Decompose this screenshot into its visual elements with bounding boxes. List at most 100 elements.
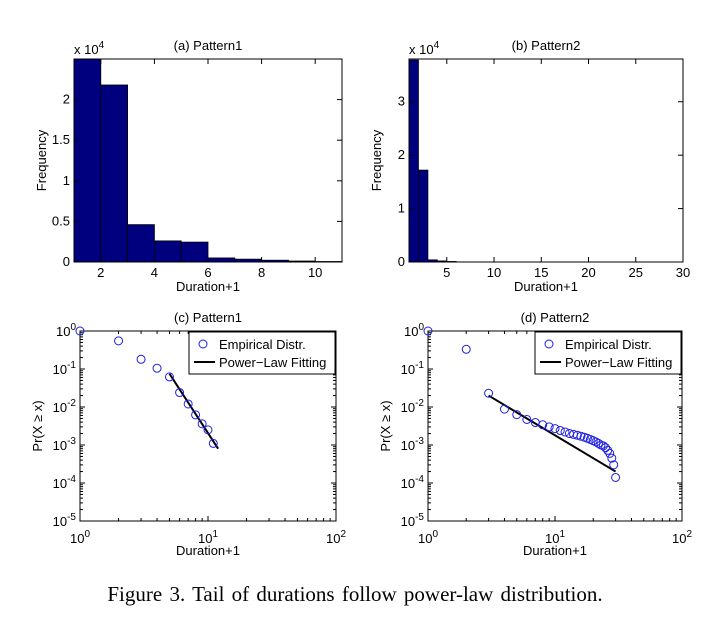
figure-caption: Figure 3. Tail of durations follow power… xyxy=(107,582,603,606)
bar xyxy=(207,257,236,263)
legend-entry: Empirical Distr. xyxy=(565,337,652,352)
data-point xyxy=(484,388,494,398)
y-tick-label: 10-5 xyxy=(53,512,77,529)
y-tick-label: 10-2 xyxy=(53,398,77,415)
bar xyxy=(418,169,429,263)
data-point xyxy=(114,336,124,346)
data-point xyxy=(512,410,522,420)
y-tick-label: 0.5 xyxy=(52,213,70,228)
data-point xyxy=(601,443,611,453)
data-point xyxy=(572,430,582,440)
y-tick-label: 0 xyxy=(398,254,405,269)
bar xyxy=(127,224,155,263)
data-point xyxy=(461,344,471,354)
y-tick-label: 10-1 xyxy=(53,360,77,377)
y-tick-label: 10-3 xyxy=(53,436,77,453)
x-axis-label: Duration+1 xyxy=(523,543,587,558)
y-tick-label: 1 xyxy=(398,201,405,216)
data-point xyxy=(203,425,213,435)
y-tick-label: 10-5 xyxy=(401,512,425,529)
x-tick-label: 4 xyxy=(151,265,158,280)
y-multiplier: x 104 xyxy=(409,40,440,57)
axes-frame xyxy=(408,58,684,263)
subplot-2: 5 10 15 20 25 30 0 1 2 3 x 104 (b) Pattern2 Duration… xyxy=(369,38,690,294)
data-point xyxy=(499,404,509,414)
legend-marker xyxy=(544,339,554,349)
x-tick-label: 100 xyxy=(418,529,438,546)
x-tick-label: 10 xyxy=(487,265,501,280)
x-tick-label: 101 xyxy=(198,529,218,546)
bar xyxy=(153,240,182,263)
legend-entry: Power−Law Fitting xyxy=(219,355,326,370)
subplot-title: (b) Pattern2 xyxy=(512,38,581,53)
x-tick-label: 15 xyxy=(534,265,548,280)
x-tick-label: 30 xyxy=(676,265,690,280)
y-tick-label: 10-1 xyxy=(401,360,425,377)
data-point xyxy=(152,363,162,373)
data-point xyxy=(560,427,570,437)
y-axis-label: Frequency xyxy=(34,129,49,191)
x-tick-label: 6 xyxy=(204,265,211,280)
x-tick-label: 101 xyxy=(545,529,565,546)
data-point xyxy=(550,424,560,434)
x-tick-label: 20 xyxy=(581,265,595,280)
data-point xyxy=(191,410,201,420)
data-point xyxy=(593,438,603,448)
data-point xyxy=(197,419,207,429)
x-tick-label: 5 xyxy=(443,265,450,280)
x-tick-label: 25 xyxy=(629,265,643,280)
data-point xyxy=(555,426,565,436)
y-axis-label: Pr(X ≥ x) xyxy=(378,400,393,451)
y-tick-label: 10-3 xyxy=(401,436,425,453)
subplot-3: 100 101 102 100 10-1 10-2 10-3 10-4 10-5 Empirica… xyxy=(30,310,346,558)
x-tick-label: 102 xyxy=(672,529,692,546)
subplot-title: (a) Pattern1 xyxy=(174,38,243,53)
x-tick-label: 100 xyxy=(70,529,90,546)
y-tick-label: 0 xyxy=(63,254,70,269)
bar xyxy=(100,84,129,263)
legend: Empirical Distr. Power−Law Fitting xyxy=(534,331,682,375)
y-tick-label: 2 xyxy=(63,92,70,107)
subplot-title: (c) Pattern1 xyxy=(174,310,242,325)
data-point xyxy=(611,472,621,482)
data-point xyxy=(538,420,548,430)
x-tick-label: 2 xyxy=(97,265,104,280)
x-axis-label: Duration+1 xyxy=(176,543,240,558)
x-axis-label: Duration+1 xyxy=(514,279,578,294)
subplot-4: 100 101 102 100 10-1 10-2 10-3 10-4 10-5 Empirica… xyxy=(378,310,692,558)
bar xyxy=(73,58,102,263)
bar xyxy=(180,241,209,263)
data-point xyxy=(522,414,532,424)
data-point xyxy=(544,422,554,432)
x-tick-label: 8 xyxy=(258,265,265,280)
y-tick-label: 100 xyxy=(56,322,76,339)
y-tick-label: 1 xyxy=(63,173,70,188)
data-point xyxy=(208,438,218,448)
subplot-1: 2 4 6 8 10 0 0.5 1 1.5 2 x 104 (a) Pattern1 Duration… xyxy=(34,38,343,294)
y-tick-label: 1.5 xyxy=(52,132,70,147)
legend-box xyxy=(534,331,682,375)
data-point xyxy=(423,326,433,336)
y-tick-label: 100 xyxy=(404,322,424,339)
data-point xyxy=(175,388,185,398)
y-axis-label: Pr(X ≥ x) xyxy=(30,400,45,451)
data-point xyxy=(591,437,601,447)
data-point xyxy=(136,354,146,364)
x-axis-label: Duration+1 xyxy=(176,279,240,294)
bar xyxy=(408,59,419,263)
power-law-fit-line xyxy=(488,394,617,473)
legend-entry: Empirical Distr. xyxy=(219,337,306,352)
x-tick-label: 10 xyxy=(308,265,322,280)
legend-marker xyxy=(198,339,208,349)
y-axis-label: Frequency xyxy=(369,129,384,191)
data-point xyxy=(75,326,85,336)
data-point xyxy=(605,448,615,458)
legend-box xyxy=(188,331,336,375)
legend: Empirical Distr. Power−Law Fitting xyxy=(188,331,336,375)
y-tick-label: 10-4 xyxy=(401,474,425,491)
y-tick-label: 3 xyxy=(398,94,405,109)
data-point xyxy=(609,460,619,470)
x-tick-label: 102 xyxy=(326,529,346,546)
y-multiplier: x 104 xyxy=(74,40,105,57)
